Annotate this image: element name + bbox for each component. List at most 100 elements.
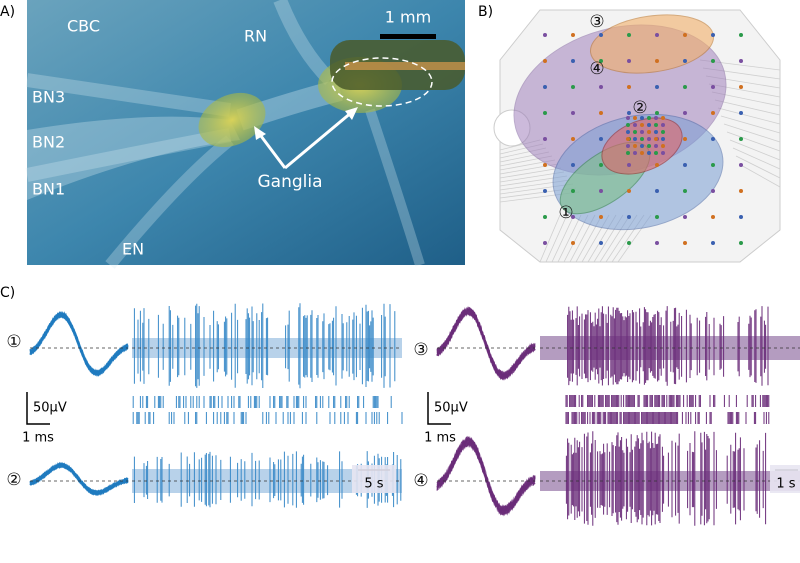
unit-label: ④ bbox=[589, 59, 604, 79]
electrode bbox=[633, 116, 637, 120]
electrode bbox=[599, 59, 603, 63]
electrode bbox=[543, 241, 547, 245]
electrode bbox=[626, 137, 630, 141]
electrode bbox=[627, 241, 631, 245]
electrode bbox=[543, 33, 547, 37]
wire bbox=[738, 163, 781, 188]
electrode bbox=[647, 116, 651, 120]
waveform bbox=[436, 435, 536, 515]
label-bg bbox=[352, 465, 396, 493]
electrode bbox=[571, 189, 575, 193]
electrode bbox=[543, 85, 547, 89]
electrode bbox=[654, 130, 658, 134]
wire bbox=[729, 139, 781, 161]
electrode bbox=[654, 116, 658, 120]
electrode bbox=[571, 215, 575, 219]
label-bg bbox=[770, 465, 800, 493]
electrode bbox=[627, 215, 631, 219]
electrode bbox=[633, 151, 637, 155]
wire bbox=[726, 131, 781, 152]
electrode bbox=[739, 189, 743, 193]
raster bbox=[565, 395, 770, 407]
scale-label: 1 ms bbox=[424, 431, 456, 446]
raster bbox=[132, 412, 403, 424]
wire bbox=[499, 163, 559, 175]
electrode bbox=[626, 116, 630, 120]
electrode bbox=[655, 85, 659, 89]
electrode bbox=[627, 59, 631, 63]
electrode bbox=[640, 144, 644, 148]
electrode bbox=[683, 241, 687, 245]
unit-label: ③ bbox=[589, 12, 604, 32]
electrode bbox=[711, 137, 715, 141]
electrode bbox=[626, 130, 630, 134]
spike-train bbox=[133, 303, 396, 389]
electrode bbox=[654, 123, 658, 127]
electrode bbox=[683, 215, 687, 219]
unit-label: ② bbox=[6, 470, 21, 490]
electrode bbox=[711, 189, 715, 193]
wire bbox=[720, 115, 781, 134]
electrode bbox=[739, 85, 743, 89]
electrode bbox=[599, 33, 603, 37]
nerve-label: BN3 bbox=[32, 88, 65, 107]
electrode bbox=[711, 215, 715, 219]
electrode bbox=[626, 123, 630, 127]
electrode bbox=[655, 241, 659, 245]
electrode bbox=[571, 137, 575, 141]
electrode bbox=[627, 33, 631, 37]
electrode bbox=[739, 111, 743, 115]
electrode bbox=[683, 111, 687, 115]
electrode bbox=[655, 215, 659, 219]
electrode bbox=[661, 137, 665, 141]
electrode bbox=[571, 241, 575, 245]
wire bbox=[557, 214, 582, 263]
electrode bbox=[647, 144, 651, 148]
electrode bbox=[661, 151, 665, 155]
electrode bbox=[647, 137, 651, 141]
unit-label: ① bbox=[558, 203, 573, 223]
electrode bbox=[661, 130, 665, 134]
electrode bbox=[655, 33, 659, 37]
wire bbox=[714, 99, 781, 116]
electrode bbox=[661, 123, 665, 127]
unit-label: ② bbox=[632, 98, 647, 118]
electrode bbox=[661, 144, 665, 148]
electrode bbox=[683, 33, 687, 37]
electrode bbox=[633, 130, 637, 134]
electrode bbox=[654, 151, 658, 155]
electrode bbox=[599, 85, 603, 89]
electrode bbox=[640, 130, 644, 134]
electrode bbox=[626, 144, 630, 148]
electrode bbox=[683, 85, 687, 89]
electrode bbox=[543, 215, 547, 219]
waveform bbox=[29, 462, 129, 496]
electrode bbox=[599, 241, 603, 245]
electrode bbox=[655, 59, 659, 63]
spike-train bbox=[565, 431, 767, 526]
electrode bbox=[543, 59, 547, 63]
electrode bbox=[711, 59, 715, 63]
electrode bbox=[599, 111, 603, 115]
electrode bbox=[571, 33, 575, 37]
electrode bbox=[739, 59, 743, 63]
electrode bbox=[655, 163, 659, 167]
electrode bbox=[571, 59, 575, 63]
photo bbox=[25, 0, 465, 269]
electrode bbox=[711, 85, 715, 89]
electrode bbox=[654, 144, 658, 148]
unit-label: ③ bbox=[413, 340, 428, 360]
electrode bbox=[626, 151, 630, 155]
wire bbox=[563, 214, 589, 263]
nerve-label: EN bbox=[122, 240, 144, 259]
raster bbox=[132, 396, 392, 408]
annotation: Ganglia bbox=[257, 172, 322, 192]
raster bbox=[565, 412, 770, 424]
electrode bbox=[599, 163, 603, 167]
electrode bbox=[627, 111, 631, 115]
waveform bbox=[436, 306, 536, 381]
electrode bbox=[627, 163, 631, 167]
electrode bbox=[647, 151, 651, 155]
scale-label: 1 ms bbox=[22, 431, 54, 446]
